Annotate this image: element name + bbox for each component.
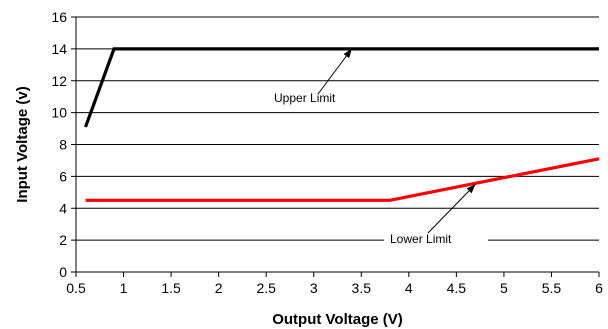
y-tick-label: 8 [59,137,67,153]
series-line-lower-limit [85,157,600,202]
series [83,47,600,202]
series-line-upper-limit [83,47,599,128]
annotation-arrowhead [343,48,352,59]
x-tick-label: 0.5 [66,280,86,296]
x-tick-label: 1.5 [161,280,181,296]
tick-labels: 0 2 4 6 8 10 12 14 16 0.5 1 1.5 2 2.5 3 3.5 4 4.5 5 5.5 6 [51,9,603,296]
y-tick-label: 10 [51,105,67,121]
annotation-label: Lower Limit [390,232,452,246]
annotation-arrowhead [466,184,476,194]
x-tick-label: 2 [215,280,223,296]
y-tick-label: 2 [59,232,67,248]
x-tick-label: 5 [500,280,508,296]
annotation-arrow-line [427,183,476,234]
x-tick-label: 1 [120,280,128,296]
y-axis-title: Input Voltage (v) [14,86,31,202]
y-tick-label: 6 [59,168,67,184]
x-tick-label: 2.5 [256,280,276,296]
x-tick-label: 4.5 [447,280,467,296]
y-tick-label: 0 [59,264,67,280]
annotation-background [384,233,488,247]
y-tick-label: 14 [51,41,67,57]
annotations: Upper Limit Lower Limit [274,48,488,247]
x-tick-label: 4 [405,280,413,296]
y-tick-label: 4 [59,200,67,216]
x-tick-label: 5.5 [542,280,562,296]
annotation-label: Upper Limit [274,91,336,105]
annotation-arrow-line [317,48,353,95]
x-axis-title: Output Voltage (V) [272,311,403,328]
x-tick-label: 3 [310,280,318,296]
y-tick-label: 12 [51,73,67,89]
x-tick-label: 6 [595,280,603,296]
x-tick-label: 3.5 [352,280,372,296]
y-tick-label: 16 [51,9,67,25]
